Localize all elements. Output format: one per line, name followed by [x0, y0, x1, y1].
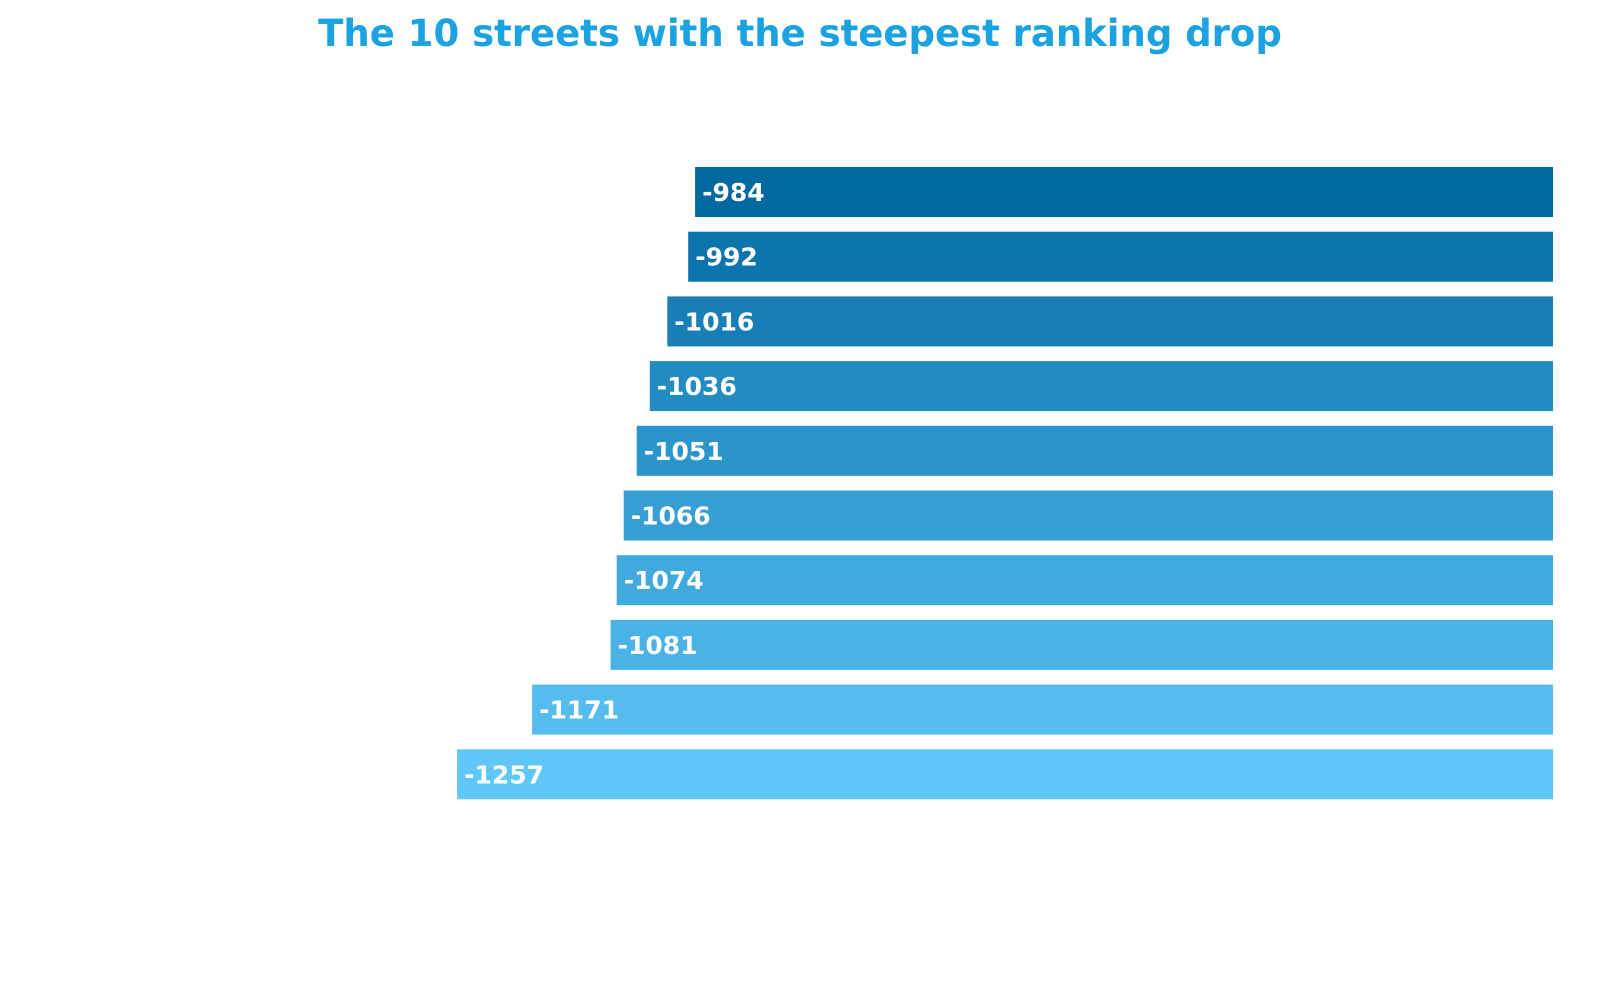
bar-value-label-5: -1051 [644, 437, 724, 466]
bar-4 [649, 361, 1553, 412]
bar-value-label-9: -1171 [539, 696, 619, 725]
bar-value-label-8: -1081 [618, 631, 698, 660]
bar-2 [688, 231, 1553, 282]
bar-8 [610, 619, 1553, 670]
bar-value-label-10: -1257 [464, 760, 544, 789]
bar-value-label-1: -984 [702, 178, 765, 207]
bar-7 [616, 555, 1553, 606]
bar-value-label-2: -992 [695, 243, 758, 272]
bar-10 [457, 749, 1554, 800]
bar-3 [667, 296, 1553, 347]
bar-5 [636, 425, 1553, 476]
bar-value-label-3: -1016 [674, 307, 754, 336]
bar-1 [695, 167, 1553, 217]
bar-value-label-7: -1074 [624, 566, 704, 595]
bar-6 [623, 490, 1553, 541]
bar-value-label-4: -1036 [657, 372, 737, 401]
bar-value-label-6: -1066 [631, 502, 711, 531]
chart-title: The 10 streets with the steepest ranking… [318, 12, 1282, 55]
bar-9 [532, 684, 1553, 735]
